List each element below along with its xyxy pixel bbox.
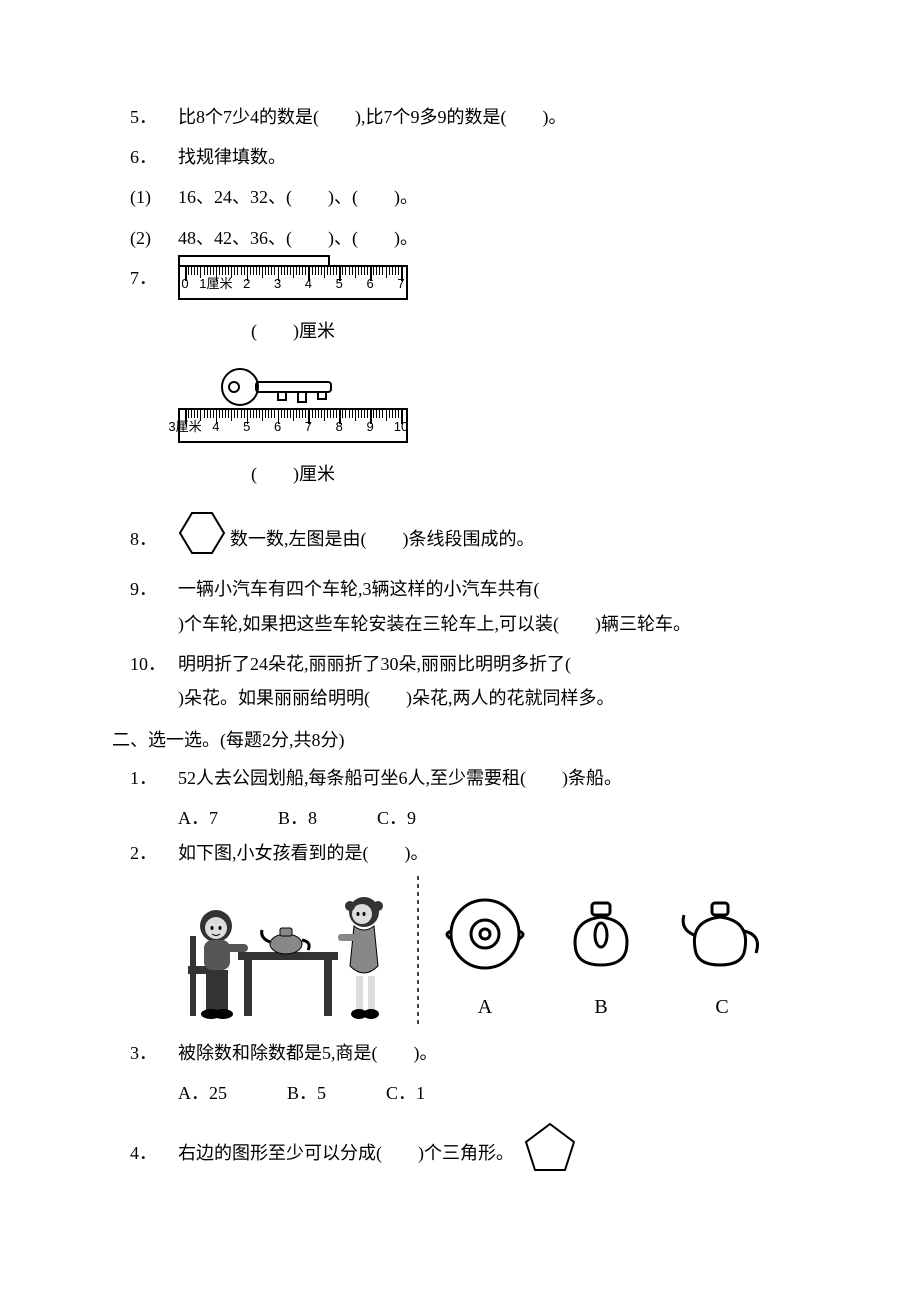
hexagon-icon [178, 511, 226, 566]
s2q2-label-b: B [556, 988, 646, 1026]
s2q3-options: A．25 B．5 C．1 [178, 1076, 810, 1110]
question-6-sub1: (1) 16、24、32、( )、( )。 [130, 180, 810, 214]
pentagon-icon [522, 1120, 578, 1185]
scene-illustration [178, 876, 408, 1026]
s2q4-text: 右边的图形至少可以分成( )个三角形。 [178, 1136, 514, 1170]
s2q2-label-c: C [674, 988, 770, 1026]
teapot-view-b-icon [556, 891, 646, 977]
q6-number: 6． [130, 140, 178, 174]
question-7: 7． 01厘米234567 ( )厘米 3厘米45678910 ( )厘米 [130, 261, 810, 505]
question-5: 5． 比8个7少4的数是( ),比7个9多9的数是( )。 [130, 100, 810, 134]
q6-sub2-text: 48、42、36、( )、( )。 [178, 221, 810, 255]
q8-text: 数一数,左图是由( )条线段围成的。 [230, 522, 535, 556]
s2q3-opt-a: A．25 [178, 1076, 227, 1110]
q10-line1: 明明折了24朵花,丽丽折了30朵,丽丽比明明多折了( [178, 647, 810, 681]
section-2-title: 二、选一选。(每题2分,共8分) [112, 723, 810, 757]
q5-number: 5． [130, 100, 178, 134]
q6-sub1-number: (1) [130, 180, 178, 214]
key-icon [218, 362, 358, 412]
q9-line2: )个车轮,如果把这些车轮安装在三轮车上,可以装( )辆三轮车。 [178, 607, 810, 641]
s2-question-1: 1． 52人去公园划船,每条船可坐6人,至少需要租( )条船。 [130, 761, 810, 795]
s2-question-4: 4． 右边的图形至少可以分成( )个三角形。 [130, 1120, 810, 1185]
q10-number: 10． [130, 647, 178, 681]
q6-sub2-number: (2) [130, 221, 178, 255]
q7-number: 7． [130, 261, 178, 295]
s2q3-opt-c: C．1 [386, 1076, 425, 1110]
q10-line2: )朵花。如果丽丽给明明( )朵花,两人的花就同样多。 [178, 681, 810, 715]
question-8: 8． 数一数,左图是由( )条线段围成的。 [130, 511, 810, 566]
s2q1-number: 1． [130, 761, 178, 795]
ruler-2: 3厘米45678910 [178, 408, 408, 443]
teapot-view-a-icon [442, 891, 528, 977]
q6-sub1-text: 16、24、32、( )、( )。 [178, 180, 810, 214]
s2q4-number: 4． [130, 1136, 178, 1170]
s2-question-2: 2． 如下图,小女孩看到的是( )。 [130, 836, 810, 870]
dashed-separator [408, 876, 428, 1026]
s2q3-text: 被除数和除数都是5,商是( )。 [178, 1036, 810, 1070]
ruler-1-caption: ( )厘米 [178, 314, 408, 348]
s2q1-options: A．7 B．8 C．9 [178, 801, 810, 835]
q6-text: 找规律填数。 [178, 140, 810, 174]
s2q2-number: 2． [130, 836, 178, 870]
s2q2-label-a: A [442, 988, 528, 1026]
q9-number: 9． [130, 572, 178, 606]
question-10: 10． 明明折了24朵花,丽丽折了30朵,丽丽比明明多折了( )朵花。如果丽丽给… [130, 647, 810, 715]
s2q1-opt-b: B．8 [278, 801, 317, 835]
q8-number: 8． [130, 522, 178, 556]
question-9: 9． 一辆小汽车有四个车轮,3辆这样的小汽车共有( )个车轮,如果把这些车轮安装… [130, 572, 810, 640]
ruler-1: 01厘米234567 [178, 265, 408, 300]
s2q3-opt-b: B．5 [287, 1076, 326, 1110]
question-6: 6． 找规律填数。 [130, 140, 810, 174]
s2q1-opt-c: C．9 [377, 801, 416, 835]
q9-line1: 一辆小汽车有四个车轮,3辆这样的小汽车共有( [178, 572, 810, 606]
teapot-view-c-icon [674, 891, 770, 977]
ruler-2-caption: ( )厘米 [178, 457, 408, 491]
q5-text: 比8个7少4的数是( ),比7个9多9的数是( )。 [178, 100, 810, 134]
s2q1-text: 52人去公园划船,每条船可坐6人,至少需要租( )条船。 [178, 761, 810, 795]
s2q1-opt-a: A．7 [178, 801, 218, 835]
s2q3-number: 3． [130, 1036, 178, 1070]
s2q2-figure: A B C [178, 876, 810, 1026]
s2-question-3: 3． 被除数和除数都是5,商是( )。 [130, 1036, 810, 1070]
s2q2-text: 如下图,小女孩看到的是( )。 [178, 836, 810, 870]
question-6-sub2: (2) 48、42、36、( )、( )。 [130, 221, 810, 255]
ruler1-bracket [178, 255, 330, 265]
